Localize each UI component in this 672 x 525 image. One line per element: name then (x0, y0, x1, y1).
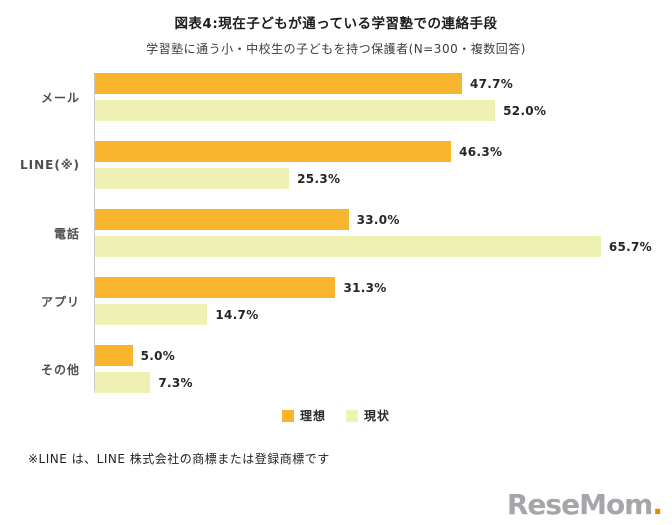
category-label: その他 (40, 362, 80, 377)
value-label: 7.3% (158, 375, 193, 390)
legend-label: 現状 (364, 409, 391, 423)
category-label: LINE(※) (20, 158, 80, 172)
value-label: 14.7% (215, 307, 259, 322)
chart-row: LINE(※) 46.3% 25.3% (0, 141, 672, 189)
value-label: 47.7% (469, 76, 514, 91)
legend: 理想 現状 (0, 407, 672, 424)
chart-row: メール 47.7% 52.0% (0, 73, 672, 121)
category-label: 電話 (53, 226, 80, 241)
bar-current (94, 100, 496, 121)
chart-title: 図表4:現在子どもが通っている学習塾での連絡手段 (174, 16, 498, 32)
resemom-logo: ReseMom. (506, 488, 663, 521)
value-label: 46.3% (459, 144, 503, 159)
chart-row: その他 5.0% 7.3% (0, 345, 672, 393)
category-bars: 46.3% 25.3% (94, 141, 634, 189)
bar-line: 7.3% (94, 372, 634, 393)
category-label: メール (40, 90, 80, 105)
bar-line: 25.3% (94, 168, 634, 189)
value-label: 25.3% (297, 171, 341, 186)
footnote: ※LINE は、LINE 株式会社の商標または登録商標です (28, 452, 330, 466)
bar-line: 5.0% (94, 345, 634, 366)
logo-dot: . (652, 488, 663, 521)
bar-line: 33.0% (94, 209, 634, 230)
legend-item-current: 現状 (346, 407, 390, 424)
bar-line: 47.7% (94, 73, 634, 94)
bar-ideal (94, 141, 452, 162)
value-label: 65.7% (608, 239, 652, 254)
bar-line: 31.3% (94, 277, 634, 298)
chart-row: アプリ 31.3% 14.7% (0, 277, 672, 325)
chart-subtitle: 学習塾に通う小・中校生の子どもを持つ保護者(N=300・複数回答) (146, 42, 526, 56)
chart-row: 電話 33.0% 65.7% (0, 209, 672, 257)
bar-chart: メール 47.7% 52.0% LINE(※) 46.3% 25.3% 電話 33.0% 65.… (0, 73, 672, 393)
y-axis-line (94, 75, 95, 391)
value-label: 52.0% (503, 103, 547, 118)
bar-current (94, 168, 290, 189)
legend-swatch (281, 409, 294, 422)
category-bars: 31.3% 14.7% (94, 277, 634, 325)
value-label: 5.0% (140, 348, 176, 363)
legend-item-ideal: 理想 (281, 407, 326, 424)
bar-ideal (94, 209, 349, 230)
legend-swatch (346, 409, 358, 422)
bar-line: 46.3% (94, 141, 634, 162)
bar-current (94, 304, 208, 325)
bar-current (94, 236, 601, 257)
category-bars: 5.0% 7.3% (94, 345, 634, 393)
logo-text: ReseMom (506, 488, 653, 521)
category-label: アプリ (40, 294, 80, 309)
category-bars: 47.7% 52.0% (94, 73, 634, 121)
bar-ideal (94, 277, 336, 298)
value-label: 33.0% (356, 212, 400, 227)
bar-ideal (94, 73, 462, 94)
bar-current (94, 372, 151, 393)
bar-line: 14.7% (94, 304, 634, 325)
bar-line: 52.0% (94, 100, 634, 121)
chart-rows: メール 47.7% 52.0% LINE(※) 46.3% 25.3% 電話 33.0% 65.… (0, 73, 672, 393)
legend-label: 理想 (299, 409, 326, 423)
bar-line: 65.7% (94, 236, 652, 257)
category-bars: 33.0% 65.7% (94, 209, 652, 257)
value-label: 31.3% (343, 280, 387, 295)
bar-ideal (94, 345, 133, 366)
